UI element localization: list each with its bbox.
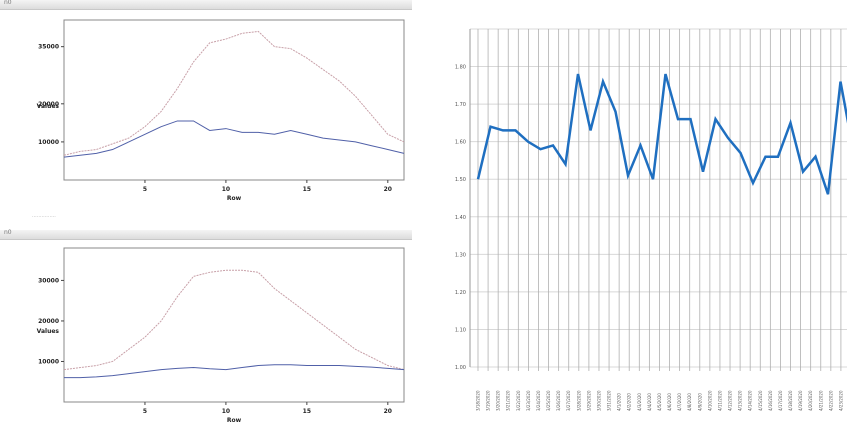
x-tick-label: 4/12/2020 xyxy=(728,390,733,411)
x-tick-label: 3/26/2020 xyxy=(556,390,561,411)
x-tick-label: 4/21/2020 xyxy=(818,390,823,411)
y-tick-label: 1.20 xyxy=(455,290,466,296)
x-tick-label: 4/15/2020 xyxy=(758,390,763,411)
x-tick-label: 20 xyxy=(384,408,392,415)
y-tick-label: 1.70 xyxy=(455,102,466,108)
x-tick-label: 3/28/2020 xyxy=(576,390,581,411)
x-tick-label: 3/23/2020 xyxy=(526,390,531,411)
y-tick-label: 1.60 xyxy=(455,140,466,146)
x-tick-label: 15 xyxy=(303,408,311,415)
y-axis-label: Values xyxy=(37,103,60,110)
x-tick-label: 5 xyxy=(143,186,147,193)
x-tick-label: 10 xyxy=(222,408,230,415)
x-tick-label: 4/10/2020 xyxy=(707,390,712,411)
x-tick-label: 4/16/2020 xyxy=(768,390,773,411)
plot-area xyxy=(63,19,405,181)
series-line-0 xyxy=(63,30,405,156)
x-tick-label: 4/5/2020 xyxy=(657,393,662,411)
x-tick-label: 4/7/2020 xyxy=(677,393,682,411)
y-axis-label: Values xyxy=(37,328,60,335)
x-tick-label: 4/6/2020 xyxy=(667,393,672,411)
series-line-1 xyxy=(64,364,405,379)
x-tick-label: 3/18/2020 xyxy=(476,390,481,411)
x-tick-label: 15 xyxy=(303,186,311,193)
panel-title: n0 xyxy=(4,0,12,6)
x-tick-label: 4/18/2020 xyxy=(788,390,793,411)
x-tick-label: 4/11/2020 xyxy=(717,390,722,411)
y-tick-label: 1.40 xyxy=(455,215,466,221)
caption-stub: ............... xyxy=(32,213,56,219)
plot-area xyxy=(63,247,405,403)
x-tick-label: 3/21/2020 xyxy=(506,390,511,411)
x-tick-label: 4/8/2020 xyxy=(687,393,692,411)
y-tick-label: 35000 xyxy=(38,44,59,51)
series-line-0 xyxy=(476,73,847,195)
x-tick-label: 5 xyxy=(143,408,147,415)
x-tick-label: 3/29/2020 xyxy=(586,390,591,411)
y-tick-label: 1.80 xyxy=(455,65,466,71)
y-tick-label: 30000 xyxy=(38,277,59,284)
line-chart-right: 1.00 1.10 1.20 1.30 1.40 1.50 1.60 1.70 1.80 3/18… xyxy=(455,28,847,411)
y-tick-label: 1.00 xyxy=(455,365,466,371)
x-tick-label: 3/22/2020 xyxy=(516,390,521,411)
x-axis-label: Row xyxy=(227,195,242,202)
panel-titlebar: n0 xyxy=(0,0,412,10)
x-tick-label: 4/20/2020 xyxy=(808,390,813,411)
x-tick-label: 4/19/2020 xyxy=(798,390,803,411)
panel-titlebar: n0 xyxy=(0,229,412,240)
x-tick-label: 4/2/2020 xyxy=(627,393,632,411)
x-tick-label: 4/3/2020 xyxy=(637,393,642,411)
y-tick-label: 20000 xyxy=(38,318,59,325)
x-tick-label: 3/27/2020 xyxy=(566,390,571,411)
y-tick-label: 1.50 xyxy=(455,177,466,183)
x-tick-label: 4/9/2020 xyxy=(697,393,702,411)
x-tick-label: 4/17/2020 xyxy=(778,390,783,411)
x-tick-label: 3/25/2020 xyxy=(546,390,551,411)
y-tick-label: 10000 xyxy=(38,139,59,146)
x-tick-label: 20 xyxy=(384,186,392,193)
x-tick-label: 4/14/2020 xyxy=(748,390,753,411)
y-tick-label: 10000 xyxy=(38,358,59,365)
x-tick-label: 10 xyxy=(222,186,230,193)
x-tick-label: 4/22/2020 xyxy=(828,390,833,411)
line-chart-bottom-left: 5 10 15 20 10000 20000 30000 Values Row xyxy=(37,247,405,424)
x-tick-label: 3/20/2020 xyxy=(496,390,501,411)
x-tick-label: 3/31/2020 xyxy=(607,390,612,411)
series-line-1 xyxy=(63,120,405,158)
x-axis-label: Row xyxy=(227,417,242,424)
y-tick-label: 1.30 xyxy=(455,252,466,258)
x-tick-label: 3/30/2020 xyxy=(596,390,601,411)
y-tick-label: 1.10 xyxy=(455,327,466,333)
chart-panel-bottom-left: n0 5 10 15 20 10000 20000 30000 Values Row xyxy=(0,229,412,427)
panel-title: n0 xyxy=(4,229,12,236)
x-tick-label: 3/24/2020 xyxy=(536,390,541,411)
x-tick-label: 4/23/2020 xyxy=(838,390,843,411)
chart-panel-top-left: n0 5 10 15 20 10000 20000 35000 Values Row xyxy=(0,0,412,212)
x-tick-label: 4/13/2020 xyxy=(738,390,743,411)
line-chart-top-left: 5 10 15 20 10000 20000 35000 Values Row xyxy=(37,19,405,202)
y-tick-label: 20000 xyxy=(38,101,59,108)
x-tick-label: 4/4/2020 xyxy=(647,393,652,411)
x-tick-label: 3/19/2020 xyxy=(486,390,491,411)
chart-panel-right: 1.00 1.10 1.20 1.30 1.40 1.50 1.60 1.70 1.80 3/18… xyxy=(448,0,847,427)
series-line-0 xyxy=(63,269,405,371)
x-tick-label: 4/1/2020 xyxy=(617,393,622,411)
